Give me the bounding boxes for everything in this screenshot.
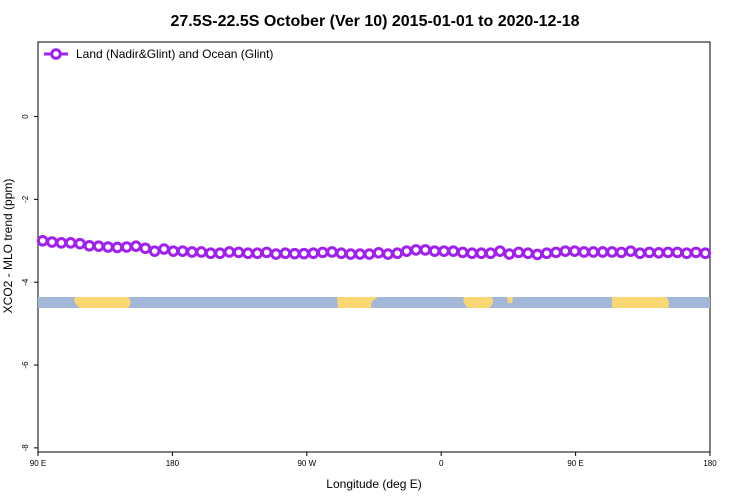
- data-point: [578, 246, 590, 258]
- data-point: [130, 240, 142, 252]
- data-point: [354, 248, 366, 260]
- data-point: [120, 241, 133, 253]
- data-point: [279, 247, 292, 260]
- data-point: [391, 247, 404, 260]
- data-point: [662, 246, 674, 259]
- legend-marker: [50, 48, 62, 60]
- data-point: [46, 236, 58, 248]
- data-point: [382, 248, 394, 260]
- data-point: [148, 245, 161, 257]
- y-tick-label-4: -8: [21, 444, 30, 452]
- data-point: [410, 244, 422, 256]
- data-point: [55, 237, 68, 249]
- data-point: [494, 245, 506, 257]
- y-tick-label-3: -6: [21, 361, 30, 369]
- series-layer: [36, 234, 712, 261]
- data-point: [307, 247, 320, 260]
- data-point: [344, 248, 357, 260]
- x-axis: 90 E 180 90 W 0 90 E 180: [30, 452, 717, 468]
- data-point: [251, 247, 264, 260]
- data-point: [634, 247, 646, 260]
- legend: Land (Nadir&Glint) and Ocean (Glint): [44, 47, 273, 61]
- x-tick-label-0: 90 E: [30, 459, 46, 468]
- data-point: [363, 248, 376, 260]
- data-point: [102, 241, 114, 253]
- y-axis-label: XCO2 - MLO trend (ppm): [1, 179, 15, 314]
- x-axis-label: Longitude (deg E): [326, 477, 421, 491]
- chart-title: 27.5S-22.5S October (Ver 10) 2015-01-01 …: [170, 13, 579, 30]
- data-point: [158, 243, 170, 255]
- legend-entry-land-ocean: Land (Nadir&Glint) and Ocean (Glint): [76, 47, 273, 61]
- data-point: [699, 247, 712, 260]
- data-point: [522, 247, 534, 260]
- data-point: [428, 245, 441, 257]
- data-point: [540, 247, 553, 260]
- y-tick-label-1: -2: [21, 195, 30, 203]
- data-point: [671, 246, 684, 259]
- x-tick-label-5: 180: [703, 459, 717, 468]
- data-point: [512, 246, 525, 259]
- data-point: [288, 247, 301, 260]
- data-point: [475, 247, 488, 260]
- data-point: [298, 247, 310, 260]
- data-point: [139, 242, 152, 255]
- data-point: [204, 247, 217, 260]
- data-point: [484, 247, 497, 260]
- ocean-band: [38, 297, 710, 308]
- data-point: [232, 246, 245, 259]
- x-tick-label-4: 90 E: [567, 459, 583, 468]
- land-band: [74, 297, 670, 308]
- data-point: [559, 245, 572, 257]
- x-tick-label-3: 0: [439, 459, 444, 468]
- data-point: [606, 246, 618, 258]
- data-point: [447, 245, 460, 257]
- x-tick-label-1: 180: [166, 459, 180, 468]
- data-point: [400, 245, 413, 257]
- data-point: [335, 247, 348, 260]
- y-tick-label-0: 0: [21, 114, 30, 119]
- x-tick-label-2: 90 W: [297, 459, 316, 468]
- data-point: [466, 247, 478, 260]
- data-point: [326, 246, 338, 258]
- data-point: [550, 246, 562, 259]
- data-point: [419, 244, 432, 256]
- data-point: [690, 246, 702, 259]
- data-point: [615, 246, 628, 259]
- data-point: [624, 245, 637, 257]
- data-point: [111, 241, 124, 254]
- data-point: [214, 247, 226, 260]
- data-point: [167, 245, 180, 257]
- y-axis: 0 -2 -4 -6 -8: [21, 114, 38, 452]
- data-point: [260, 246, 273, 259]
- data-point: [186, 246, 198, 258]
- data-point: [568, 245, 581, 257]
- data-point: [36, 234, 49, 247]
- data-point: [643, 246, 656, 259]
- data-point: [456, 246, 469, 259]
- plot-frame: [37, 41, 711, 453]
- data-point: [652, 246, 665, 259]
- data-point: [438, 245, 450, 257]
- data-point: [176, 245, 189, 257]
- data-point: [83, 239, 96, 252]
- data-point: [316, 246, 329, 259]
- data-point: [503, 248, 516, 260]
- data-point: [242, 247, 254, 260]
- data-point: [195, 246, 208, 258]
- data-point: [223, 246, 236, 258]
- y-tick-label-2: -4: [21, 278, 30, 286]
- data-point: [92, 240, 105, 252]
- data-point: [596, 246, 609, 258]
- land-ocean-band: [38, 297, 710, 308]
- data-point: [587, 246, 600, 258]
- data-point: [680, 247, 693, 260]
- data-point: [372, 246, 385, 259]
- data-point: [64, 237, 77, 249]
- data-point: [270, 248, 282, 260]
- data-point: [74, 237, 86, 250]
- data-point: [531, 248, 544, 261]
